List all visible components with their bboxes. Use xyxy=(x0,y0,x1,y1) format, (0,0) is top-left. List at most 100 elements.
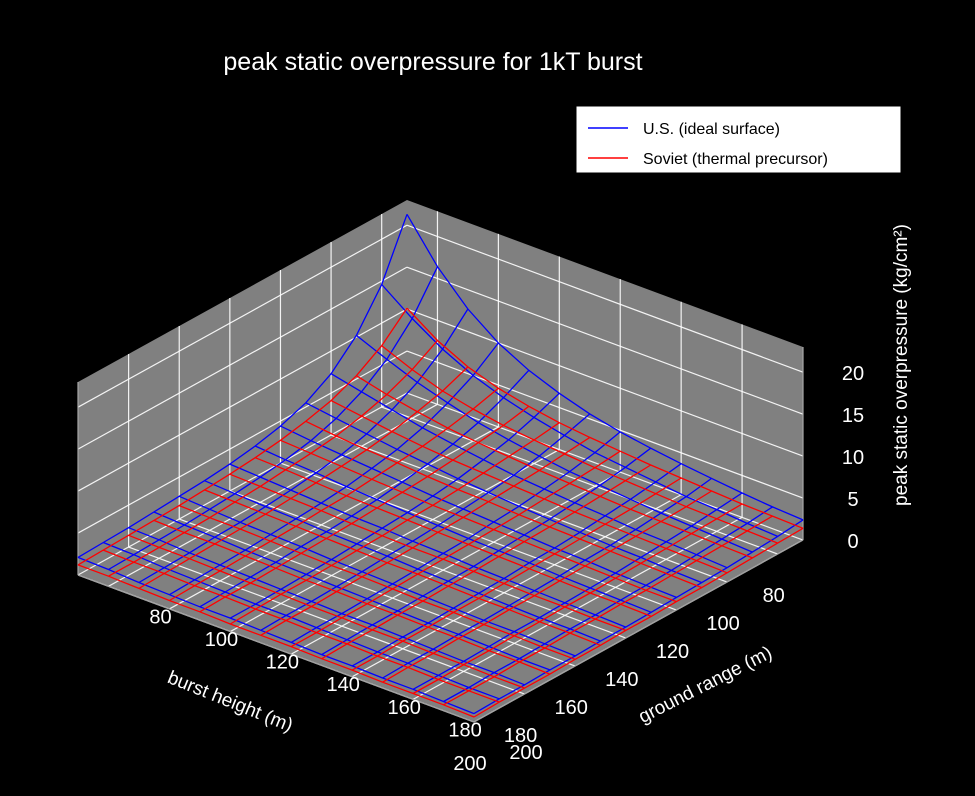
wire-line xyxy=(138,308,469,584)
wire-line xyxy=(382,477,712,679)
wire-line xyxy=(128,527,525,686)
wire-line xyxy=(321,447,652,656)
chart-title: peak static overpressure for 1kT burst xyxy=(223,48,642,76)
y-tick-label: 100 xyxy=(205,629,238,651)
grid-right-z xyxy=(406,266,804,415)
x-tick-label: 120 xyxy=(656,641,689,663)
grid-lines xyxy=(77,211,804,723)
wire-line xyxy=(406,213,804,521)
wire-line xyxy=(254,445,652,613)
y-tick-label: 200 xyxy=(509,742,542,764)
wire-line xyxy=(153,519,551,675)
wire-line xyxy=(330,400,728,574)
wire-line xyxy=(381,345,778,544)
axis-panes xyxy=(78,200,803,722)
wire-line xyxy=(108,266,439,571)
wire-line xyxy=(254,457,652,618)
wire-line xyxy=(412,503,743,695)
wire-line xyxy=(280,425,677,599)
wire-line xyxy=(77,556,475,715)
grid-left-z xyxy=(77,308,408,492)
grid-floor-y xyxy=(108,403,438,587)
edge-front-left xyxy=(77,574,475,723)
wire-line xyxy=(305,420,703,589)
grid-left-z xyxy=(77,266,408,450)
grid-floor-x xyxy=(280,462,677,611)
right-wall-pane xyxy=(407,200,803,540)
z-tick-label: 0 xyxy=(847,531,858,553)
grid-right-z xyxy=(406,224,804,373)
wire-line xyxy=(473,519,804,715)
z-tick-label: 5 xyxy=(847,489,858,511)
x-axis-label: burst height (m) xyxy=(164,667,295,736)
y-tick-label: 80 xyxy=(149,606,171,628)
grid-floor-x xyxy=(381,406,778,555)
legend-label-us: U.S. (ideal surface) xyxy=(643,121,780,138)
legend: U.S. (ideal surface) Soviet (thermal pre… xyxy=(575,105,902,174)
wire-line xyxy=(351,463,682,667)
wire-line xyxy=(229,473,627,632)
grid-right-z xyxy=(406,392,804,541)
wire-line xyxy=(260,436,591,636)
wire-line xyxy=(199,405,530,613)
x-tick-label: 140 xyxy=(605,669,638,691)
wire-line xyxy=(103,549,500,703)
surface-wireframes xyxy=(77,213,804,718)
wire-line xyxy=(77,214,408,558)
wire-line xyxy=(351,477,682,671)
wire-line xyxy=(280,439,677,603)
y-tick-label: 140 xyxy=(327,674,360,696)
wire-line xyxy=(443,515,773,706)
legend-box xyxy=(575,105,902,174)
wire-line xyxy=(290,450,621,648)
wire-line xyxy=(382,490,712,683)
axis-edges xyxy=(77,347,804,723)
z-tick-label: 20 xyxy=(842,363,864,385)
grid-floor-x xyxy=(128,546,525,695)
wire-line xyxy=(128,534,525,689)
wire-line xyxy=(178,495,576,657)
y-tick-label: 180 xyxy=(448,719,481,741)
z-tick-label: 10 xyxy=(842,447,864,469)
tick-labels: 8010012014016018020080100120140160180200… xyxy=(149,363,864,775)
grid-floor-y xyxy=(290,471,621,655)
wire-line xyxy=(204,480,601,642)
wire-line xyxy=(178,504,576,660)
wire-line xyxy=(229,392,560,619)
wire-line xyxy=(169,387,499,602)
wire-line xyxy=(77,307,408,566)
wire-line xyxy=(473,527,804,718)
wire-line xyxy=(138,366,469,589)
x-tick-label: 80 xyxy=(763,585,785,607)
wire-line xyxy=(305,402,703,584)
wire-line xyxy=(77,564,475,718)
wire-line xyxy=(330,373,728,569)
wire-line xyxy=(260,413,591,631)
wire-line xyxy=(103,541,500,700)
wire-line xyxy=(412,492,743,690)
wire-line xyxy=(169,342,499,596)
surface-soviet xyxy=(77,307,804,718)
surface-us xyxy=(77,213,804,715)
grid-floor-x xyxy=(229,490,627,639)
wire-line xyxy=(229,422,560,625)
edge-front-right xyxy=(473,539,804,723)
z-axis-label: peak static overpressure (kg/cm²) xyxy=(891,224,912,506)
x-tick-label: 200 xyxy=(453,753,486,775)
z-tick-label: 15 xyxy=(842,405,864,427)
x-tick-label: 100 xyxy=(706,613,739,635)
y-tick-label: 120 xyxy=(266,652,299,674)
wire-line xyxy=(229,463,627,628)
wire-line xyxy=(355,334,753,553)
grid-left-z xyxy=(77,224,408,408)
left-wall-pane xyxy=(78,200,407,575)
wire-line xyxy=(204,489,601,646)
legend-label-soviet: Soviet (thermal precursor) xyxy=(643,151,828,168)
wire-line xyxy=(321,464,652,660)
y-tick-label: 160 xyxy=(388,697,421,719)
x-tick-label: 160 xyxy=(555,697,588,719)
wire-line xyxy=(290,431,621,643)
wire-line xyxy=(443,506,773,703)
grid-floor-y xyxy=(169,426,499,610)
